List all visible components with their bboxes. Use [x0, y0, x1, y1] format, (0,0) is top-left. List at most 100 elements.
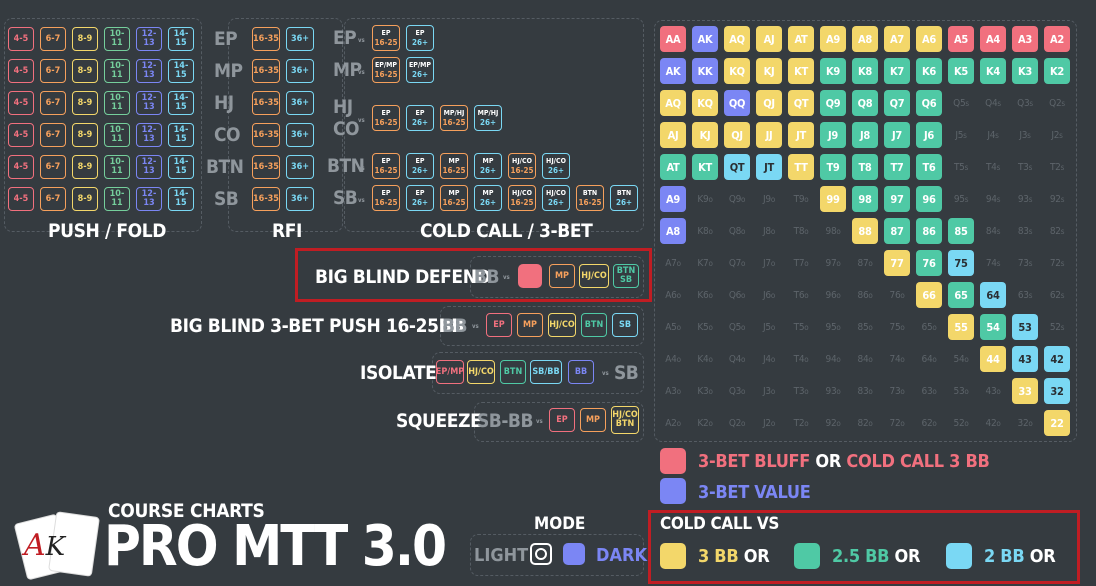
range-cell: 64	[980, 282, 1006, 308]
range-cell-suffix: o	[804, 258, 809, 268]
range-cell-hand: J4	[763, 353, 771, 365]
mode-panel	[470, 534, 644, 576]
cold-call-chip-pos: HJ/CO	[512, 189, 532, 197]
cold-call-position: MP	[333, 59, 362, 81]
range-cell-suffix: s	[1028, 226, 1033, 236]
range-cell: 82 s	[1044, 218, 1070, 244]
range-cell: Q8	[852, 90, 878, 116]
range-cell-suffix: o	[836, 386, 841, 396]
range-cell: AQ	[724, 26, 750, 52]
range-cell: 55	[948, 314, 974, 340]
range-cell: 92 s	[1044, 186, 1070, 212]
mode-light-radio[interactable]	[530, 543, 552, 565]
range-cell-hand: 74	[985, 257, 997, 269]
range-cell: J4 s	[980, 122, 1006, 148]
range-cell-suffix: o	[708, 354, 713, 364]
cold-call-vs: vs	[358, 37, 365, 44]
range-cell: 92 o	[820, 410, 846, 436]
range-cell-hand: K4	[697, 353, 709, 365]
range-cell: 97 o	[820, 250, 846, 276]
cold-call-chip-pos: EP/MP	[408, 61, 432, 69]
range-cell-hand: 72	[1049, 257, 1061, 269]
cold-call-position: HJ	[333, 96, 353, 118]
range-cell-suffix: o	[770, 418, 775, 428]
cold-call-chip-size: 26+	[411, 118, 429, 127]
cold-call-chip-size: 26+	[479, 166, 497, 175]
cold-call-chip: MP 16-25	[440, 185, 468, 211]
range-cell-suffix: o	[770, 194, 775, 204]
legend-cyan-swatch	[946, 543, 972, 569]
range-cell-hand: T9	[793, 193, 805, 205]
cold-call-chip-pos: EP	[415, 29, 425, 37]
range-cell-suffix: s	[965, 98, 969, 108]
cold-call-chip: EP/MP 16-25	[372, 57, 400, 83]
range-cell: Q8 o	[724, 218, 750, 244]
range-cell: AA	[660, 26, 686, 52]
range-cell-suffix: s	[963, 130, 967, 140]
cold-call-chip: MP/HJ 16-25	[440, 105, 468, 131]
range-cell-suffix: o	[741, 418, 746, 428]
range-cell: 43	[1012, 346, 1038, 372]
range-cell: Q5 s	[948, 90, 974, 116]
range-cell-suffix: o	[836, 226, 841, 236]
range-cell: 87	[884, 218, 910, 244]
range-cell-hand: 52	[1049, 321, 1061, 333]
range-cell: KJ	[756, 58, 782, 84]
legend-cc-or-1: OR	[743, 546, 770, 567]
range-cell-suffix: o	[900, 386, 905, 396]
cold-call-chip-pos: MP	[482, 157, 494, 165]
range-cell: 88	[852, 218, 878, 244]
rfi-chip: 16-35	[252, 59, 280, 83]
range-cell: 83 o	[852, 378, 878, 404]
range-cell-suffix: o	[804, 194, 809, 204]
push-fold-chip: 14-15	[168, 187, 194, 211]
cold-call-chip-pos: MP	[482, 189, 494, 197]
range-cell-suffix: o	[996, 418, 1001, 428]
range-cell: T7	[884, 154, 910, 180]
push-fold-chip: 6-7	[40, 155, 66, 179]
range-cell-hand: Q2	[728, 417, 742, 429]
range-cell-hand: 82	[857, 417, 869, 429]
range-cell-suffix: o	[676, 258, 681, 268]
mode-dark-label[interactable]: DARK	[596, 545, 648, 566]
range-cell: 65	[948, 282, 974, 308]
mode-light-label[interactable]: LIGHT	[474, 545, 529, 566]
course-subtitle: COURSE CHARTS	[108, 500, 265, 522]
range-cell-hand: J9	[763, 193, 771, 205]
cold-call-position: BTN	[327, 155, 365, 177]
range-cell-suffix: o	[741, 354, 746, 364]
isolate-vs: vs	[602, 370, 609, 377]
range-cell-hand: 86	[857, 289, 869, 301]
range-cell-suffix: o	[708, 258, 713, 268]
range-cell: 62 s	[1044, 282, 1070, 308]
range-cell: AT	[660, 154, 686, 180]
legend-cc-3bb-label: 3 BB	[698, 546, 739, 567]
cold-call-chip: EP 26+	[406, 105, 434, 131]
range-cell: Q3 o	[724, 378, 750, 404]
cold-call-chip-size: 16-25	[374, 166, 398, 175]
bb-3bet-chip: MP	[517, 313, 543, 337]
cold-call-chip: HJ/CO 16-25	[508, 185, 536, 211]
range-cell: JT	[756, 154, 782, 180]
cold-call-chip: EP/MP 26+	[406, 57, 434, 83]
range-cell-hand: T6	[793, 289, 805, 301]
range-cell: 53 o	[948, 378, 974, 404]
range-cell-hand: Q6	[728, 289, 742, 301]
legend-cc-3bb: 3 BB OR	[698, 546, 770, 567]
range-cell-hand: A5	[665, 321, 677, 333]
range-cell: K2 o	[692, 410, 718, 436]
cold-call-chip-size: 26+	[547, 198, 565, 207]
mode-dark-radio[interactable]	[563, 543, 585, 565]
range-cell: 74 s	[980, 250, 1006, 276]
range-cell-suffix: s	[1029, 98, 1033, 108]
range-cell-hand: 97	[825, 257, 837, 269]
range-cell-suffix: s	[1028, 162, 1033, 172]
bb-3bet-title: BIG BLIND 3-BET PUSH 16-25BB	[170, 315, 464, 337]
range-cell: 76 o	[884, 282, 910, 308]
cold-call-vs-title: COLD CALL VS	[660, 514, 780, 534]
range-cell: J5 s	[948, 122, 974, 148]
range-cell-hand: 96	[825, 289, 837, 301]
range-cell-suffix: o	[868, 418, 873, 428]
range-cell-suffix: o	[804, 418, 809, 428]
legend-blue-swatch	[660, 478, 686, 504]
